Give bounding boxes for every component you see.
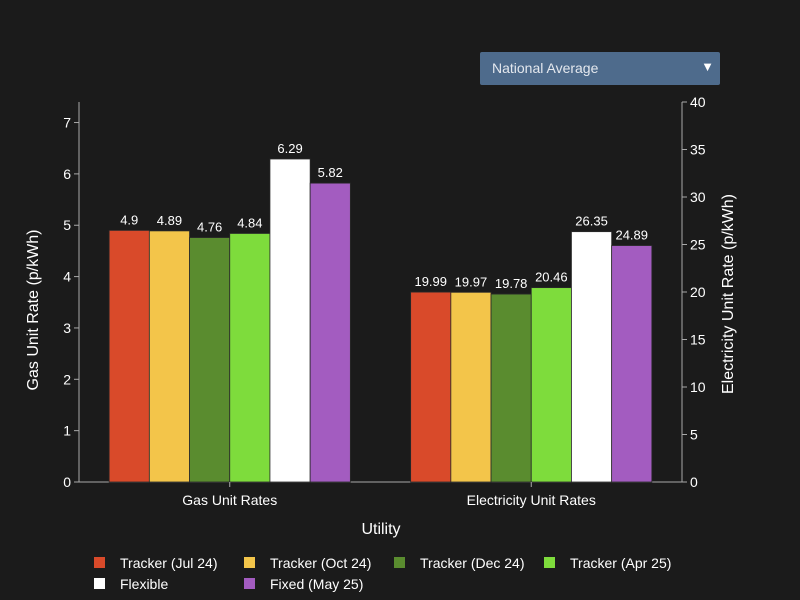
chevron-down-icon: ▼ [701, 59, 714, 74]
bar [309, 182, 351, 483]
y-left-tick-label: 4 [63, 269, 71, 285]
y-left-tick-label: 1 [63, 423, 71, 439]
legend-swatch [244, 578, 255, 589]
region-dropdown[interactable]: National Average ▼ [480, 52, 720, 85]
bar-value-label: 19.78 [495, 276, 528, 291]
legend-item[interactable]: Tracker (Dec 24) [394, 554, 544, 571]
bar-value-label: 4.89 [157, 213, 182, 228]
legend-label: Flexible [120, 575, 169, 592]
bar [148, 230, 190, 483]
legend-item[interactable]: Tracker (Apr 25) [544, 554, 694, 571]
y-right-tick-label: 40 [690, 94, 706, 110]
bar [611, 245, 653, 483]
y-right-tick-label: 15 [690, 332, 706, 348]
bar-value-label: 5.82 [318, 165, 343, 180]
y-left-tick-label: 3 [63, 320, 71, 336]
y-left-tick-label: 2 [63, 371, 71, 387]
legend-label: Tracker (Oct 24) [270, 554, 372, 571]
legend-label: Fixed (May 25) [270, 575, 364, 592]
region-dropdown-value: National Average [492, 60, 599, 76]
legend-swatch [94, 557, 105, 568]
x-tick-label: Gas Unit Rates [182, 492, 277, 508]
bar [490, 293, 532, 483]
bar-value-label: 4.84 [237, 215, 262, 230]
y-right-tick-label: 20 [690, 284, 706, 300]
x-tick-label: Electricity Unit Rates [467, 492, 596, 508]
bar-value-label: 19.99 [414, 274, 447, 289]
legend-item[interactable]: Flexible [94, 575, 244, 592]
bar-value-label: 4.76 [197, 220, 222, 235]
legend-swatch [544, 557, 555, 568]
y-left-tick-label: 6 [63, 166, 71, 182]
bar-value-label: 20.46 [535, 270, 568, 285]
bar [269, 158, 311, 483]
y-right-tick-label: 30 [690, 189, 706, 205]
x-axis-title: Utility [361, 521, 400, 538]
bar [229, 233, 271, 483]
bar-chart: 0 1 2 3 4 5 6 7 0 5 10 15 20 25 30 35 40 Gas Unit Rate (p… [25, 94, 737, 538]
bar [571, 231, 613, 483]
y-left-tick-label: 5 [63, 217, 71, 233]
bar [530, 287, 572, 483]
legend-item[interactable]: Tracker (Jul 24) [94, 554, 244, 571]
legend-label: Tracker (Jul 24) [120, 554, 218, 571]
legend-item[interactable]: Fixed (May 25) [244, 575, 394, 592]
bar [108, 229, 150, 483]
y-right-tick-label: 10 [690, 379, 706, 395]
legend-label: Tracker (Dec 24) [420, 554, 525, 571]
bar [189, 237, 231, 483]
y-right-tick-label: 35 [690, 142, 706, 158]
legend-swatch [244, 557, 255, 568]
bar [410, 291, 452, 483]
y-right-tick-label: 0 [690, 474, 698, 490]
y-right-tick-label: 5 [690, 427, 698, 443]
bar-value-label: 19.97 [455, 274, 488, 289]
bar-value-label: 6.29 [277, 141, 302, 156]
legend-item[interactable]: Tracker (Oct 24) [244, 554, 394, 571]
bar-value-label: 24.89 [615, 228, 648, 243]
y-axis-right-title: Electricity Unit Rate (p/kWh) [720, 194, 737, 394]
bar-value-label: 26.35 [575, 214, 608, 229]
y-left-tick-label: 0 [63, 474, 71, 490]
legend-label: Tracker (Apr 25) [570, 554, 672, 571]
bar-value-label: 4.9 [120, 212, 138, 227]
y-right-tick-label: 25 [690, 237, 706, 253]
legend-swatch [394, 557, 405, 568]
y-axis-left-title: Gas Unit Rate (p/kWh) [25, 230, 42, 391]
chart-legend: Tracker (Jul 24) Tracker (Oct 24) Tracker … [94, 554, 714, 592]
bar [450, 291, 492, 483]
y-left-tick-label: 7 [63, 115, 71, 131]
legend-swatch [94, 578, 105, 589]
